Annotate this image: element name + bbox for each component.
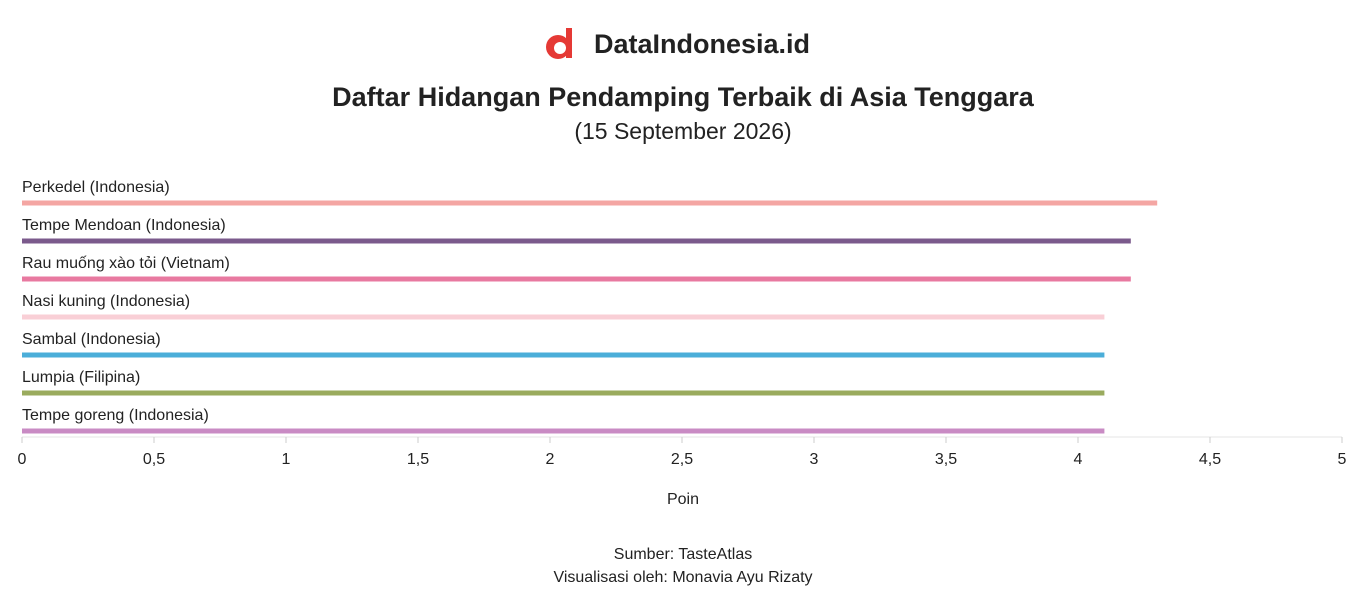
x-tick-label: 2,5 xyxy=(671,451,693,468)
category-label: Perkedel (Indonesia) xyxy=(22,179,170,196)
bar xyxy=(22,238,1131,244)
bar xyxy=(22,200,1158,206)
category-label: Rau muống xào tỏi (Vietnam) xyxy=(22,255,230,272)
x-tick-label: 4 xyxy=(1074,451,1083,468)
logo-text: DataIndonesia.id xyxy=(594,29,810,59)
category-label: Tempe Mendoan (Indonesia) xyxy=(22,217,226,234)
x-tick-label: 2 xyxy=(546,451,555,468)
bar xyxy=(22,276,1131,282)
logo-icon xyxy=(554,42,566,54)
logo: DataIndonesia.id xyxy=(546,28,810,59)
category-label: Nasi kuning (Indonesia) xyxy=(22,293,190,310)
x-tick-label: 0 xyxy=(18,451,27,468)
source: Sumber: TasteAtlas xyxy=(614,546,752,563)
bar xyxy=(22,352,1105,358)
x-tick-label: 3,5 xyxy=(935,451,957,468)
category-label: Tempe goreng (Indonesia) xyxy=(22,407,209,424)
credit: Visualisasi oleh: Monavia Ayu Rizaty xyxy=(553,569,812,586)
chart-subtitle: (15 September 2026) xyxy=(574,118,791,144)
x-tick-label: 3 xyxy=(810,451,819,468)
category-label: Lumpia (Filipina) xyxy=(22,369,140,386)
bar xyxy=(22,390,1105,396)
x-tick-label: 1,5 xyxy=(407,451,429,468)
category-label: Sambal (Indonesia) xyxy=(22,331,161,348)
bar xyxy=(22,314,1105,320)
x-tick-label: 0,5 xyxy=(143,451,165,468)
bar xyxy=(22,428,1105,434)
logo-icon xyxy=(566,28,572,58)
x-tick-label: 4,5 xyxy=(1199,451,1221,468)
x-tick-label: 5 xyxy=(1338,451,1347,468)
chart-title: Daftar Hidangan Pendamping Terbaik di As… xyxy=(332,82,1035,112)
x-tick-label: 1 xyxy=(282,451,291,468)
x-axis-label: Poin xyxy=(667,491,699,508)
